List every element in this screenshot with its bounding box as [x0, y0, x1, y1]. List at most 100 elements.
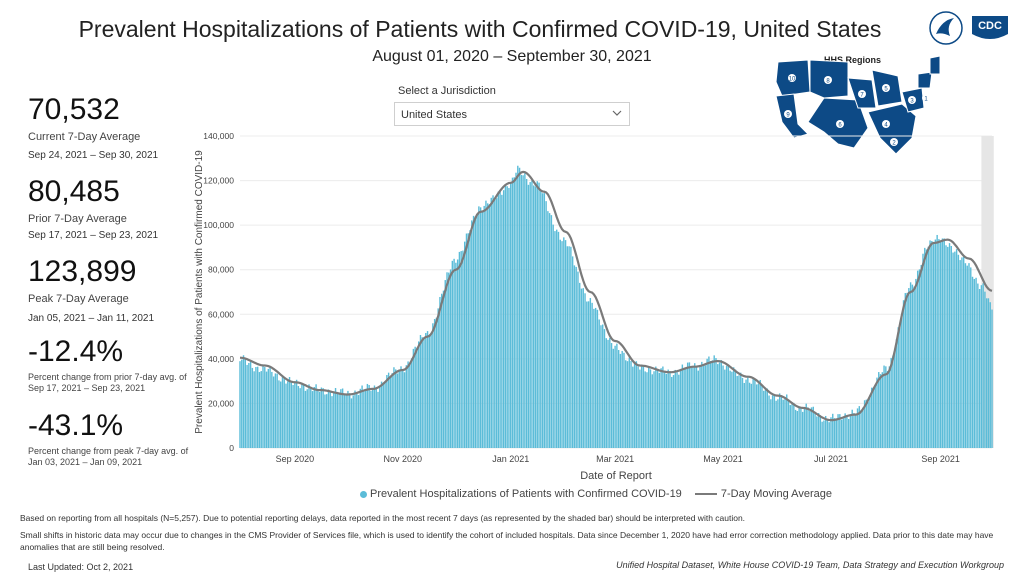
data-bar[interactable]: [425, 332, 427, 448]
data-bar[interactable]: [617, 350, 620, 448]
data-bar[interactable]: [492, 195, 494, 448]
data-bar[interactable]: [720, 360, 722, 448]
data-bar[interactable]: [881, 372, 884, 448]
data-bar[interactable]: [874, 386, 876, 448]
data-bar[interactable]: [853, 413, 855, 448]
data-bar[interactable]: [630, 361, 632, 448]
data-bar[interactable]: [550, 215, 553, 448]
data-bar[interactable]: [356, 393, 358, 448]
data-bar[interactable]: [336, 391, 339, 448]
data-bar[interactable]: [961, 257, 963, 448]
data-bar[interactable]: [734, 369, 737, 448]
data-bar[interactable]: [893, 351, 896, 448]
data-bar[interactable]: [927, 246, 930, 448]
data-bar[interactable]: [515, 172, 517, 448]
data-bar[interactable]: [743, 382, 745, 448]
data-bar[interactable]: [637, 366, 639, 448]
data-bar[interactable]: [851, 409, 853, 448]
data-bar[interactable]: [322, 388, 324, 448]
data-bar[interactable]: [290, 381, 293, 448]
data-bar[interactable]: [706, 358, 708, 448]
data-bar[interactable]: [704, 365, 707, 448]
data-bar[interactable]: [662, 366, 664, 448]
data-bar[interactable]: [497, 191, 500, 448]
data-bar[interactable]: [506, 186, 508, 449]
data-bar[interactable]: [524, 173, 526, 448]
data-bar[interactable]: [832, 413, 834, 448]
data-bar[interactable]: [932, 244, 935, 448]
data-bar[interactable]: [909, 282, 912, 448]
data-bar[interactable]: [371, 389, 374, 448]
data-bar[interactable]: [663, 372, 666, 448]
data-bar[interactable]: [717, 364, 719, 448]
data-bar[interactable]: [658, 372, 661, 448]
data-bar[interactable]: [639, 369, 641, 448]
data-bar[interactable]: [925, 249, 928, 448]
data-bar[interactable]: [929, 240, 931, 448]
data-bar[interactable]: [612, 348, 615, 448]
data-bar[interactable]: [517, 165, 519, 448]
data-bar[interactable]: [295, 379, 298, 448]
data-bar[interactable]: [745, 379, 747, 448]
data-bar[interactable]: [814, 413, 816, 448]
data-bar[interactable]: [842, 418, 845, 448]
data-bar[interactable]: [748, 382, 751, 448]
data-bar[interactable]: [865, 399, 868, 448]
data-bar[interactable]: [239, 361, 241, 448]
data-bar[interactable]: [989, 302, 991, 448]
data-bar[interactable]: [773, 395, 776, 448]
data-bar[interactable]: [924, 247, 926, 448]
data-bar[interactable]: [248, 362, 250, 448]
data-bar[interactable]: [547, 211, 549, 448]
data-bar[interactable]: [297, 386, 300, 448]
data-bar[interactable]: [433, 318, 436, 448]
data-bar[interactable]: [968, 263, 970, 448]
data-bar[interactable]: [370, 390, 372, 448]
data-bar[interactable]: [908, 288, 910, 448]
data-bar[interactable]: [660, 368, 662, 448]
data-bar[interactable]: [587, 301, 590, 448]
data-bar[interactable]: [310, 387, 312, 448]
data-bar[interactable]: [416, 347, 418, 448]
data-bar[interactable]: [402, 370, 404, 448]
data-bar[interactable]: [253, 371, 255, 448]
data-bar[interactable]: [686, 362, 689, 448]
data-bar[interactable]: [885, 366, 887, 448]
data-bar[interactable]: [325, 394, 328, 448]
data-bar[interactable]: [975, 277, 977, 448]
data-bar[interactable]: [931, 241, 933, 448]
data-bar[interactable]: [971, 276, 974, 448]
data-bar[interactable]: [456, 259, 459, 448]
data-bar[interactable]: [318, 391, 321, 448]
data-bar[interactable]: [918, 269, 921, 448]
data-bar[interactable]: [609, 337, 611, 448]
data-bar[interactable]: [479, 207, 482, 448]
data-bar[interactable]: [579, 282, 581, 448]
data-bar[interactable]: [755, 384, 758, 448]
data-bar[interactable]: [856, 408, 859, 448]
data-bar[interactable]: [786, 394, 788, 448]
data-bar[interactable]: [784, 397, 786, 448]
data-bar[interactable]: [366, 383, 369, 448]
data-bar[interactable]: [738, 375, 740, 448]
data-bar[interactable]: [536, 181, 538, 449]
data-bar[interactable]: [359, 388, 362, 448]
data-bar[interactable]: [708, 356, 710, 448]
data-bar[interactable]: [462, 250, 464, 448]
data-bar[interactable]: [623, 352, 625, 448]
data-bar[interactable]: [869, 395, 871, 448]
data-bar[interactable]: [685, 368, 687, 448]
data-bar[interactable]: [952, 252, 954, 448]
data-bar[interactable]: [471, 220, 473, 448]
data-bar[interactable]: [665, 373, 668, 448]
data-bar[interactable]: [835, 419, 837, 448]
data-bar[interactable]: [860, 409, 862, 448]
data-bar[interactable]: [950, 245, 953, 448]
data-bar[interactable]: [566, 246, 569, 448]
data-bar[interactable]: [867, 401, 869, 448]
data-bar[interactable]: [602, 324, 604, 448]
data-bar[interactable]: [274, 373, 277, 448]
data-bar[interactable]: [916, 270, 919, 448]
data-bar[interactable]: [757, 383, 760, 448]
data-bar[interactable]: [504, 184, 507, 448]
